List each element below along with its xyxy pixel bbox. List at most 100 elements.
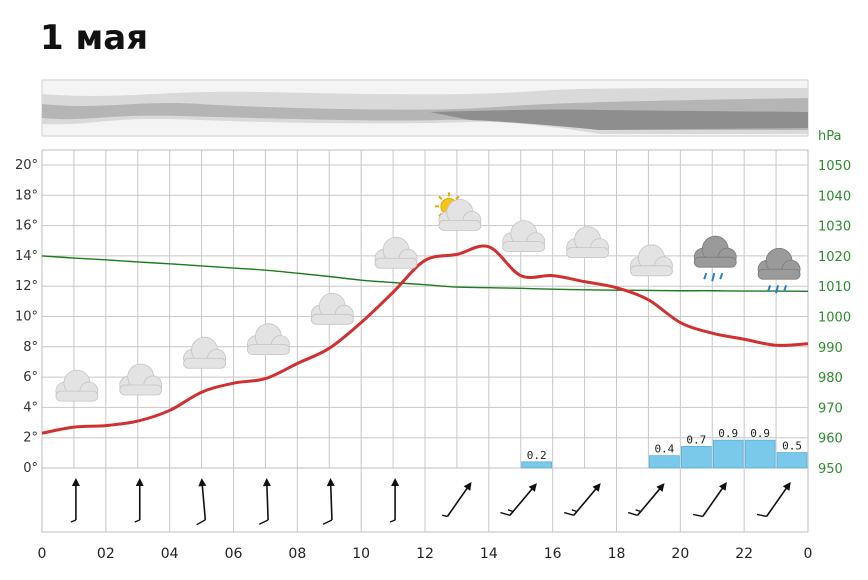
wind-barb-half-feather <box>134 519 141 523</box>
precipitation-value-label: 0.4 <box>654 443 674 456</box>
temperature-tick-label: 10° <box>15 310 38 325</box>
cloud-icon <box>310 292 354 325</box>
raindrop <box>767 284 772 292</box>
wind-barb-icon <box>389 478 400 523</box>
raindrop <box>775 285 780 294</box>
pressure-tick-label: 1000 <box>818 311 851 326</box>
wind-barb-arrowhead <box>262 478 271 487</box>
wind-barb-staff <box>265 479 269 521</box>
wind-barb-icon <box>134 478 144 523</box>
pressure-tick-label: 980 <box>818 371 843 386</box>
wind-barb-arrowhead <box>656 483 665 492</box>
temperature-tick-label: 8° <box>23 340 38 355</box>
wind-barb-staff <box>702 483 727 517</box>
precipitation-value-label: 0.2 <box>527 449 547 462</box>
cloud-cover-band <box>41 79 809 137</box>
pressure-tick-label: 950 <box>818 462 843 477</box>
wind-barb-icon <box>756 481 791 518</box>
chart-series <box>41 244 809 435</box>
wind-barb-icon <box>258 478 271 525</box>
time-tick-label: 16 <box>544 546 562 562</box>
wind-barb-icon <box>500 483 537 516</box>
wind-barb-icon <box>627 483 665 516</box>
wind-barb-staff <box>446 483 472 517</box>
wind-barb-staff <box>329 479 333 521</box>
cloud-icon <box>566 226 610 259</box>
wind-barbs <box>70 478 791 526</box>
wind-barb-feather <box>627 511 638 516</box>
temperature-tick-label: 16° <box>15 219 38 234</box>
cloud-shape <box>246 323 290 356</box>
time-tick-label: 06 <box>225 546 243 562</box>
cloud-icon <box>119 363 163 396</box>
cloud-icon <box>374 236 418 269</box>
cloud-shape <box>629 244 673 277</box>
wind-barb-arrowhead <box>326 478 335 487</box>
wind-barb-arrowhead <box>782 481 791 491</box>
wind-barb-half-feather <box>635 509 641 513</box>
cloud-icon <box>55 369 99 402</box>
rain-cloud-icon <box>757 247 801 294</box>
precipitation-bar <box>649 455 680 469</box>
wind-barb-arrowhead <box>719 481 727 491</box>
cloud-shape <box>119 363 163 396</box>
time-tick-label: 20 <box>671 546 689 562</box>
time-tick-label: 10 <box>352 546 370 562</box>
precipitation-value-label: 0.9 <box>718 427 738 440</box>
precipitation-value-label: 0.9 <box>750 427 770 440</box>
wind-barb-icon <box>564 483 601 516</box>
precipitation-bars: 0.2 0.4 0.7 0.9 0.9 0.5 <box>521 427 808 469</box>
cloud-shape <box>183 336 227 369</box>
pressure-tick-label: 1010 <box>818 280 851 295</box>
temperature-line <box>41 244 809 435</box>
pressure-unit-label: hPa <box>818 129 841 144</box>
wind-barb-icon <box>322 478 335 525</box>
cloud-shape <box>693 235 737 268</box>
wind-barb-feather <box>196 519 206 526</box>
pressure-tick-label: 990 <box>818 341 843 356</box>
wind-barb-staff <box>509 484 537 516</box>
cloud-band-high <box>430 109 808 130</box>
precipitation-bar <box>712 439 744 469</box>
time-tick-label: 0 <box>38 546 47 562</box>
wind-barb-arrowhead <box>135 478 144 486</box>
raindrop <box>719 272 724 280</box>
wind-barb-staff <box>636 484 664 516</box>
pressure-tick-label: 960 <box>818 432 843 447</box>
precipitation-value-label: 0.7 <box>686 433 706 446</box>
wind-barb-staff <box>765 483 791 517</box>
wind-barb-icon <box>692 481 727 518</box>
wind-barb-arrowhead <box>198 478 207 487</box>
time-tick-label: 14 <box>480 546 498 562</box>
cloud-shape <box>374 236 418 269</box>
precipitation-bar <box>521 461 552 469</box>
time-tick-label: 12 <box>416 546 434 562</box>
wind-barb-feather <box>564 511 574 516</box>
wind-barb-staff <box>201 480 207 520</box>
time-tick-label: 18 <box>608 546 626 562</box>
pressure-axis: hPa 1050 1040 1030 1020 1010 1000 990 980 970 960… <box>818 129 851 477</box>
wind-barb-feather <box>756 513 767 518</box>
precipitation-bar <box>744 439 776 469</box>
wind-barb-arrowhead <box>71 478 80 486</box>
weather-icons <box>55 192 801 402</box>
pressure-line <box>41 255 809 293</box>
temperature-tick-label: 0° <box>23 461 38 476</box>
temperature-tick-label: 12° <box>15 279 38 294</box>
cloud-icon <box>246 323 290 356</box>
sun-behind-cloud-icon <box>434 192 482 231</box>
temperature-tick-label: 20° <box>15 158 38 173</box>
temperature-tick-label: 4° <box>23 400 38 415</box>
wind-barb-arrowhead <box>528 483 537 492</box>
rain-cloud-icon <box>693 235 737 282</box>
cloud-icon <box>183 336 227 369</box>
time-tick-label: 02 <box>97 546 115 562</box>
raindrop <box>711 272 716 282</box>
wind-barb-icon <box>196 478 207 526</box>
pressure-tick-label: 1020 <box>818 250 851 265</box>
cloud-shape <box>310 292 354 325</box>
temperature-tick-label: 6° <box>23 370 38 385</box>
wind-barb-staff <box>573 484 601 516</box>
temperature-tick-label: 18° <box>15 188 38 203</box>
pressure-tick-label: 1040 <box>818 189 851 204</box>
